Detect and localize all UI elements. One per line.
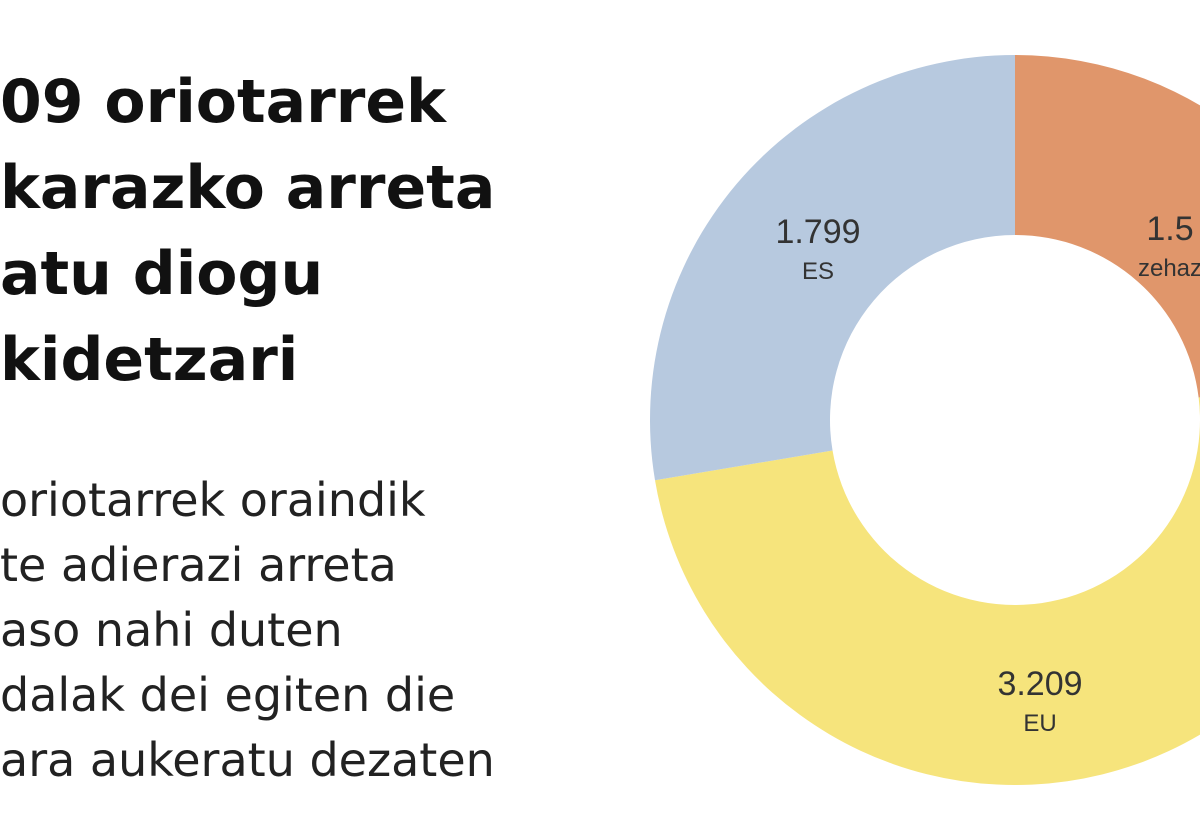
category-label: ES [802,258,834,285]
category-label: EU [1023,710,1056,737]
pie-slice [1015,55,1200,398]
body-line: aso nahi duten [0,603,343,657]
body-line: te adierazi arreta [0,538,397,592]
body-line: oriotarrek oraindik [0,473,426,527]
value-label: 1.5 [1146,210,1193,248]
category-label: zehaz [1138,255,1200,282]
value-label: 3.209 [997,665,1082,703]
headline-line: kidetzari [0,325,298,395]
pie-slice [655,397,1200,785]
value-label: 1.799 [775,213,860,251]
headline-line: karazko arreta [0,153,495,223]
headline-line: atu diogu [0,239,323,309]
body-line: ara aukeratu dezaten [0,733,495,787]
body-line: dalak dei egiten die [0,668,455,722]
headline-line: 09 oriotarrek [0,67,448,137]
pie-slice [650,55,1015,481]
